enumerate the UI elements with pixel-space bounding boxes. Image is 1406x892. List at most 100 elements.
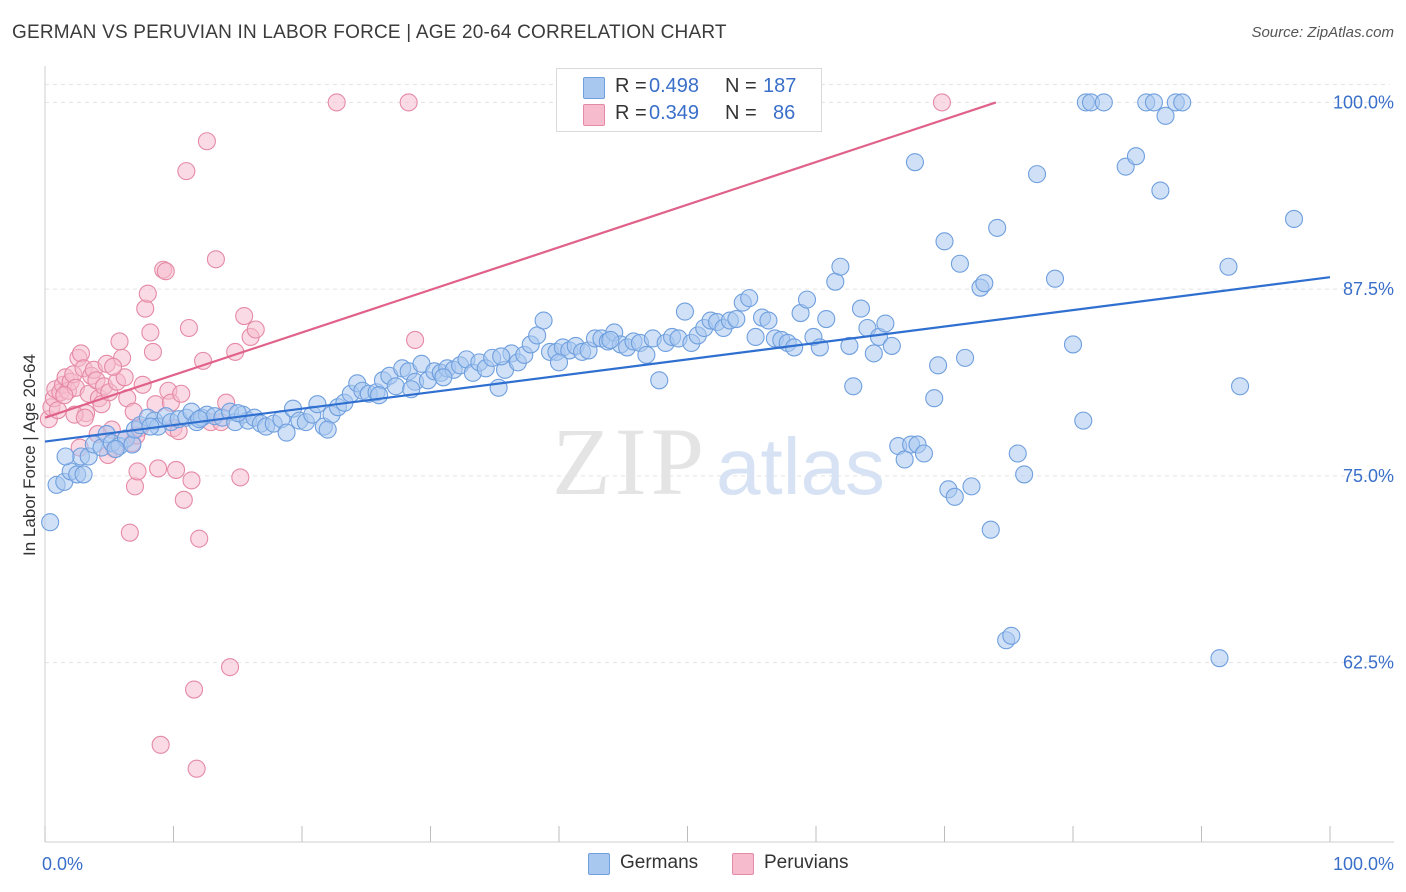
data-point xyxy=(182,471,201,490)
data-point xyxy=(143,342,162,361)
trend-line-peruvians xyxy=(44,101,997,419)
data-point xyxy=(1094,93,1113,112)
data-point xyxy=(228,404,247,423)
data-point xyxy=(41,513,60,532)
legend-r-value: 0.349 xyxy=(649,102,700,124)
legend-n-label: N = xyxy=(725,75,757,97)
data-point xyxy=(1173,93,1192,112)
source-label: Source: ZipAtlas.com xyxy=(1251,24,1394,41)
y-tick-label: 100.0% xyxy=(1333,92,1394,112)
watermark: ZIP atlas xyxy=(552,408,885,515)
data-point xyxy=(74,465,93,484)
data-point xyxy=(975,274,994,293)
data-point xyxy=(185,680,204,699)
data-point xyxy=(1074,411,1093,430)
legend-n-value: 86 xyxy=(773,102,796,124)
data-point xyxy=(981,520,1000,539)
data-point xyxy=(932,93,951,112)
trend-lines xyxy=(44,101,1331,443)
data-point xyxy=(174,490,193,509)
data-point xyxy=(206,250,225,269)
watermark-zip: ZIP xyxy=(552,408,708,515)
data-point xyxy=(136,299,155,318)
data-point xyxy=(151,735,170,754)
data-point xyxy=(277,423,296,442)
data-point xyxy=(190,410,209,429)
data-point xyxy=(864,344,883,363)
data-point xyxy=(308,395,327,414)
data-point xyxy=(831,257,850,276)
y-tick-labels: 62.5% 75.0% 87.5% 100.0% xyxy=(1333,92,1394,672)
data-point xyxy=(194,351,213,370)
data-point xyxy=(125,477,144,496)
data-point xyxy=(914,444,933,463)
data-point xyxy=(601,330,620,350)
data-point xyxy=(1231,377,1250,396)
germans-points xyxy=(41,93,1304,668)
data-point xyxy=(650,371,669,390)
data-point xyxy=(962,477,981,496)
data-point xyxy=(675,302,694,321)
legend-row-peruvians: R = 0.349 N = 86 xyxy=(557,100,821,128)
legend-swatch-peruvians xyxy=(732,853,754,875)
data-point xyxy=(1219,257,1238,276)
data-point xyxy=(327,93,346,112)
data-point xyxy=(370,386,389,405)
data-point xyxy=(1210,649,1229,668)
data-point xyxy=(925,389,944,408)
data-point xyxy=(128,462,147,481)
grid-lines xyxy=(45,83,1390,664)
data-point xyxy=(844,377,863,396)
data-point xyxy=(759,311,778,330)
legend-swatch-germans xyxy=(583,77,605,99)
data-point xyxy=(817,309,836,329)
data-point xyxy=(1045,269,1065,288)
x-tick-label: 0.0% xyxy=(42,854,83,874)
data-point xyxy=(141,323,160,342)
chart-title: GERMAN VS PERUVIAN IN LABOR FORCE | AGE … xyxy=(12,22,727,43)
data-point xyxy=(386,377,405,396)
data-point xyxy=(988,218,1007,237)
data-point xyxy=(235,307,254,326)
trend-line-germans xyxy=(44,276,1331,443)
y-tick-label: 87.5% xyxy=(1343,279,1394,299)
series-legend: Germans Peruvians xyxy=(0,851,1406,879)
data-point xyxy=(55,386,74,405)
data-point xyxy=(399,93,418,112)
data-point xyxy=(637,345,656,364)
x-tick-labels: 0.0% 100.0% xyxy=(42,854,1394,874)
data-point xyxy=(115,368,134,387)
data-point xyxy=(534,311,553,330)
data-point xyxy=(434,368,453,387)
data-point xyxy=(123,435,142,454)
data-point xyxy=(876,314,895,333)
data-point xyxy=(1008,444,1027,463)
data-point xyxy=(190,529,209,548)
data-point xyxy=(75,408,94,427)
legend-row-germans: R = 0.498 N = 187 xyxy=(557,73,821,101)
data-point xyxy=(740,289,759,308)
data-point xyxy=(1284,209,1304,228)
data-point xyxy=(950,254,969,273)
legend-r-value: 0.498 xyxy=(649,75,700,97)
data-point xyxy=(905,153,924,172)
data-point xyxy=(138,284,157,303)
data-point xyxy=(935,232,954,251)
data-point xyxy=(528,326,547,345)
data-point xyxy=(318,420,337,439)
x-tick-label: 100.0% xyxy=(1333,854,1394,874)
data-point xyxy=(1156,106,1175,125)
data-point xyxy=(1015,465,1034,484)
legend-swatch-peruvians xyxy=(583,104,605,126)
data-point xyxy=(1063,335,1083,354)
data-point xyxy=(149,459,168,478)
data-point xyxy=(246,320,265,339)
data-point xyxy=(1126,147,1146,166)
data-point xyxy=(746,327,765,347)
y-axis-label: In Labor Force | Age 20-64 xyxy=(20,354,39,556)
data-point xyxy=(231,468,250,487)
stats-legend: R = 0.498 N = 187 R = 0.349 N = 86 xyxy=(556,68,822,132)
data-point xyxy=(187,759,206,778)
data-point xyxy=(797,290,817,309)
data-point xyxy=(71,344,91,363)
